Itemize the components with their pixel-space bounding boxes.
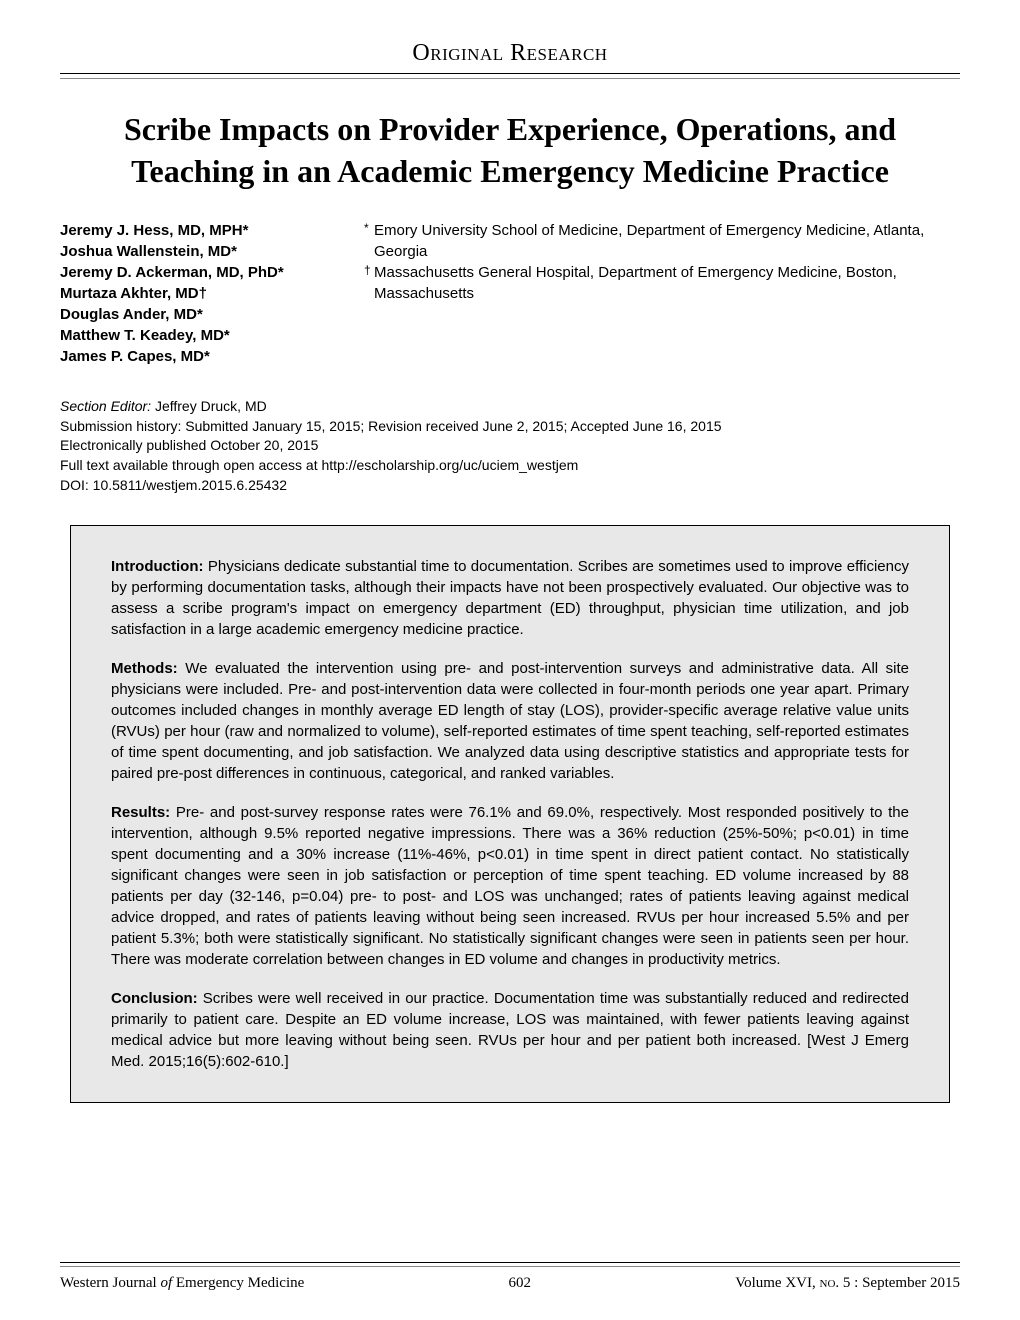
volume-issue: Volume XVI, no. 5 : September 2015 xyxy=(735,1275,960,1292)
authors-affiliations-block: Jeremy J. Hess, MD, MPH* Joshua Wallenst… xyxy=(60,220,960,367)
affiliation-text: Massachusetts General Hospital, Departme… xyxy=(374,262,960,304)
section-category-label: Original Research xyxy=(412,40,607,66)
affiliation: † Massachusetts General Hospital, Depart… xyxy=(364,262,960,304)
author-name: James P. Capes, MD* xyxy=(60,346,340,367)
introduction-text: Physicians dedicate substantial time to … xyxy=(111,558,909,638)
methods-text: We evaluated the intervention using pre-… xyxy=(111,660,909,782)
results-label: Results: xyxy=(111,804,170,821)
footer-content: Western Journal of Emergency Medicine 60… xyxy=(60,1275,960,1292)
affiliation: * Emory University School of Medicine, D… xyxy=(364,220,960,262)
volume-suffix: . 5 : September 2015 xyxy=(835,1275,960,1291)
journal-suffix: Emergency Medicine xyxy=(172,1275,304,1291)
authors-column: Jeremy J. Hess, MD, MPH* Joshua Wallenst… xyxy=(60,220,340,367)
conclusion-label: Conclusion: xyxy=(111,990,198,1007)
page-number: 602 xyxy=(509,1275,532,1292)
author-name: Jeremy J. Hess, MD, MPH* xyxy=(60,220,340,241)
footer-rule-bottom xyxy=(60,1266,960,1267)
author-name: Jeremy D. Ackerman, MD, PhD* xyxy=(60,262,340,283)
section-editor-name: Jeffrey Druck, MD xyxy=(151,398,267,414)
affiliation-marker: † xyxy=(364,262,374,304)
section-editor-line: Section Editor: Jeffrey Druck, MD xyxy=(60,397,960,417)
abstract-conclusion: Conclusion: Scribes were well received i… xyxy=(111,988,909,1072)
submission-info-block: Section Editor: Jeffrey Druck, MD Submis… xyxy=(60,397,960,495)
author-name: Murtaza Akhter, MD† xyxy=(60,283,340,304)
conclusion-text: Scribes were well received in our practi… xyxy=(111,990,909,1070)
abstract-methods: Methods: We evaluated the intervention u… xyxy=(111,658,909,784)
author-name: Joshua Wallenstein, MD* xyxy=(60,241,340,262)
submission-history: Submission history: Submitted January 15… xyxy=(60,417,960,437)
section-editor-label: Section Editor: xyxy=(60,398,151,414)
methods-label: Methods: xyxy=(111,660,178,677)
article-title: Scribe Impacts on Provider Experience, O… xyxy=(60,109,960,192)
abstract-box: Introduction: Physicians dedicate substa… xyxy=(70,525,950,1103)
affiliation-text: Emory University School of Medicine, Dep… xyxy=(374,220,960,262)
header-underline xyxy=(60,78,960,79)
journal-of: of xyxy=(160,1275,172,1291)
fulltext-link-text: Full text available through open access … xyxy=(60,456,960,476)
abstract-results: Results: Pre- and post-survey response r… xyxy=(111,802,909,970)
header-rule-section: Original Research xyxy=(60,40,960,74)
affiliations-column: * Emory University School of Medicine, D… xyxy=(364,220,960,367)
no-label: no xyxy=(820,1275,836,1291)
author-name: Matthew T. Keadey, MD* xyxy=(60,325,340,346)
abstract-introduction: Introduction: Physicians dedicate substa… xyxy=(111,556,909,640)
volume-prefix: Volume XVI, xyxy=(735,1275,819,1291)
introduction-label: Introduction: xyxy=(111,558,203,575)
journal-prefix: Western Journal xyxy=(60,1275,160,1291)
page-footer: Western Journal of Emergency Medicine 60… xyxy=(60,1262,960,1292)
affiliation-marker: * xyxy=(364,220,374,262)
results-text: Pre- and post-survey response rates were… xyxy=(111,804,909,968)
journal-name: Western Journal of Emergency Medicine xyxy=(60,1275,304,1292)
footer-rule-top xyxy=(60,1262,960,1263)
epub-date: Electronically published October 20, 201… xyxy=(60,436,960,456)
doi: DOI: 10.5811/westjem.2015.6.25432 xyxy=(60,476,960,496)
author-name: Douglas Ander, MD* xyxy=(60,304,340,325)
